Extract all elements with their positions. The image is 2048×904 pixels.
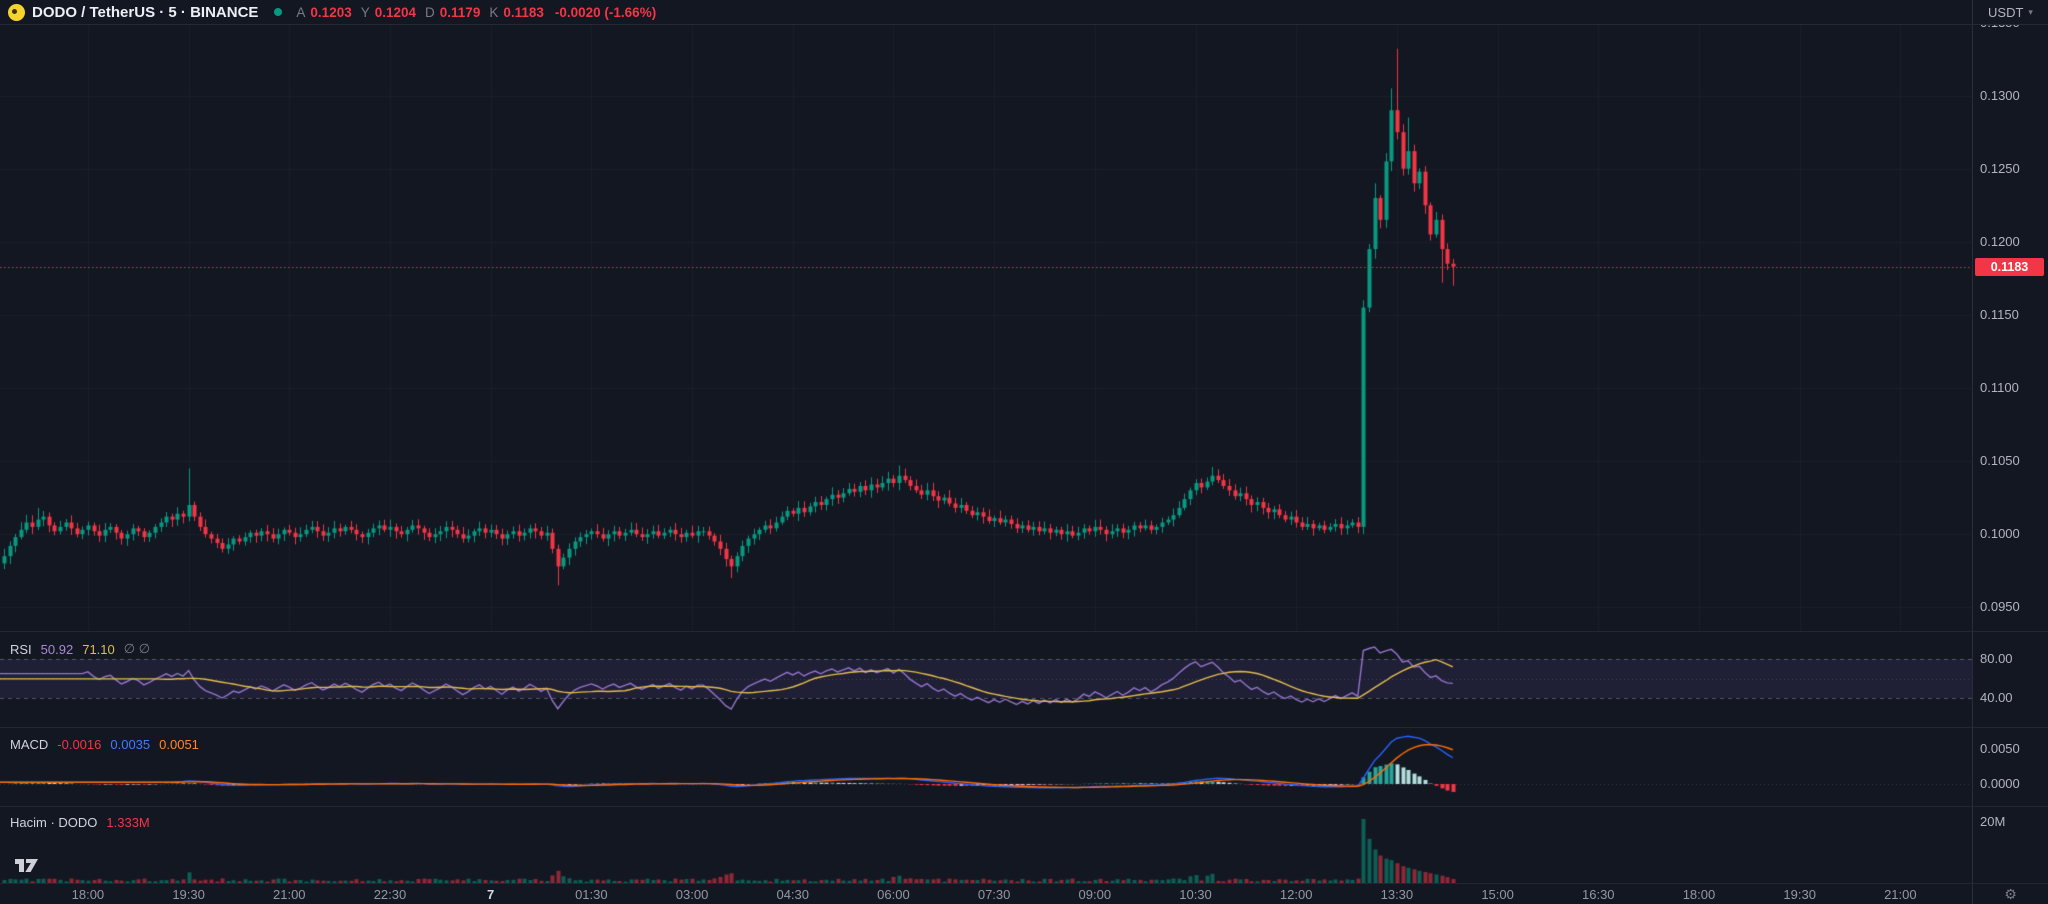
volume-pane-canvas[interactable]	[0, 807, 1972, 883]
rsi-legend[interactable]: RSI 50.92 71.10 ∅ ∅	[10, 641, 150, 657]
time-axis-label: 15:00	[1481, 887, 1514, 902]
time-axis-label: 18:00	[71, 887, 105, 902]
volume-title: Hacim · DODO	[10, 815, 98, 830]
rsi-pane-canvas[interactable]	[0, 632, 1972, 727]
time-axis-label: 07:30	[977, 887, 1011, 902]
rsi-title: RSI	[10, 641, 32, 657]
time-axis-label: 22:30	[373, 887, 407, 902]
pane-separator[interactable]	[0, 727, 2048, 728]
open-value: 0.1203	[310, 4, 352, 20]
low-value: 0.1179	[439, 4, 481, 20]
currency-label: USDT	[1988, 4, 2024, 20]
rsi-axis-label: 40.00	[1980, 690, 2013, 705]
close-label: K	[489, 4, 499, 20]
change-value: -0.0020 (-1.66%)	[554, 4, 657, 20]
price-axis-label: 0.0950	[1980, 599, 2020, 615]
time-axis-label: 10:30	[1179, 887, 1212, 902]
toolbar: DODO / TetherUS · 5 · BINANCE A 0.1203 Y…	[0, 0, 2048, 25]
time-axis-label: 09:00	[1078, 887, 1112, 902]
last-price-label: 0.1183	[1990, 259, 2029, 274]
time-axis-label: 04:30	[776, 887, 810, 902]
symbol-title: DODO / TetherUS · 5 · BINANCE	[32, 3, 259, 21]
macd-title: MACD	[10, 737, 49, 752]
close-value: 0.1183	[503, 4, 544, 20]
high-label: Y	[360, 4, 370, 20]
low-label: D	[425, 4, 435, 20]
time-axis[interactable]: 18:00 19:30 21:00 22:30 7 01:30 03:00 04:30 06:0…	[0, 884, 1972, 904]
macd-pane-canvas[interactable]	[0, 728, 1972, 806]
ohlc-values: A 0.1203 Y 0.1204 D 0.1179 K 0.1183 -0.0…	[296, 5, 660, 20]
time-axis-label: 19:30	[1783, 887, 1816, 902]
macd-line-value: 0.0035	[110, 737, 151, 752]
time-axis-separator	[0, 883, 2048, 884]
time-axis-label: 03:00	[675, 887, 709, 902]
time-axis-label: 21:00	[1884, 887, 1917, 902]
time-axis-label: 01:30	[575, 887, 608, 902]
macd-hist-value: -0.0016	[57, 737, 102, 752]
price-axis[interactable]: 0.1183 0.1350 0.1300 0.1250 0.1200 0.1150 0.1…	[1973, 24, 2048, 884]
tradingview-logo[interactable]	[14, 855, 41, 881]
symbol-button[interactable]: DODO / TetherUS · 5 · BINANCE	[0, 3, 259, 21]
dodo-logo-icon	[8, 3, 25, 21]
price-axis-label: 0.1100	[1980, 380, 2019, 395]
macd-axis-label: 0.0050	[1980, 741, 2020, 756]
axis-corner: ⚙	[1973, 884, 2048, 904]
macd-signal-value: 0.0051	[159, 737, 199, 752]
price-axis-label: 0.1350	[1980, 24, 2020, 31]
time-axis-label: 21:00	[273, 887, 306, 902]
price-axis-label: 0.1200	[1980, 233, 2020, 249]
price-axis-label: 0.1050	[1980, 453, 2020, 469]
volume-legend[interactable]: Hacim · DODO 1.333M	[10, 815, 150, 830]
rsi-extra: ∅ ∅	[123, 641, 151, 656]
macd-legend[interactable]: MACD -0.0016 0.0035 0.0051	[10, 737, 199, 752]
price-axis-label: 0.1150	[1980, 306, 2019, 322]
price-pane-canvas[interactable]	[0, 24, 1972, 632]
price-axis-label: 0.1000	[1980, 526, 2020, 542]
chevron-down-icon: ▾	[2028, 6, 2033, 17]
time-axis-label: 7	[487, 887, 495, 902]
price-axis-border	[1972, 24, 1973, 904]
rsi-value: 50.92	[40, 641, 74, 657]
volume-axis-label: 20M	[1980, 814, 2006, 829]
time-axis-label: 18:00	[1682, 887, 1716, 902]
last-price-tag: 0.1183	[1975, 257, 2044, 276]
time-axis-label: 16:30	[1582, 887, 1615, 902]
rsi-axis-label: 80.00	[1980, 651, 2013, 666]
pane-separator[interactable]	[0, 631, 2048, 632]
currency-dropdown[interactable]: USDT ▾	[1972, 0, 2048, 24]
time-axis-label: 06:00	[877, 887, 910, 902]
gear-icon[interactable]: ⚙	[2004, 886, 2017, 902]
volume-value: 1.333M	[106, 815, 150, 830]
price-axis-label: 0.1300	[1980, 87, 2020, 103]
price-axis-label: 0.1250	[1980, 160, 2020, 176]
pane-separator[interactable]	[0, 806, 2048, 807]
market-status-dot[interactable]	[274, 8, 283, 16]
open-label: A	[296, 4, 306, 20]
time-axis-label: 19:30	[172, 887, 205, 902]
rsi-ma-value: 71.10	[82, 641, 115, 657]
macd-axis-label: 0.0000	[1980, 776, 2020, 791]
time-axis-label: 12:00	[1279, 887, 1313, 902]
time-axis-label: 13:30	[1380, 887, 1414, 902]
high-value: 0.1204	[374, 4, 417, 20]
